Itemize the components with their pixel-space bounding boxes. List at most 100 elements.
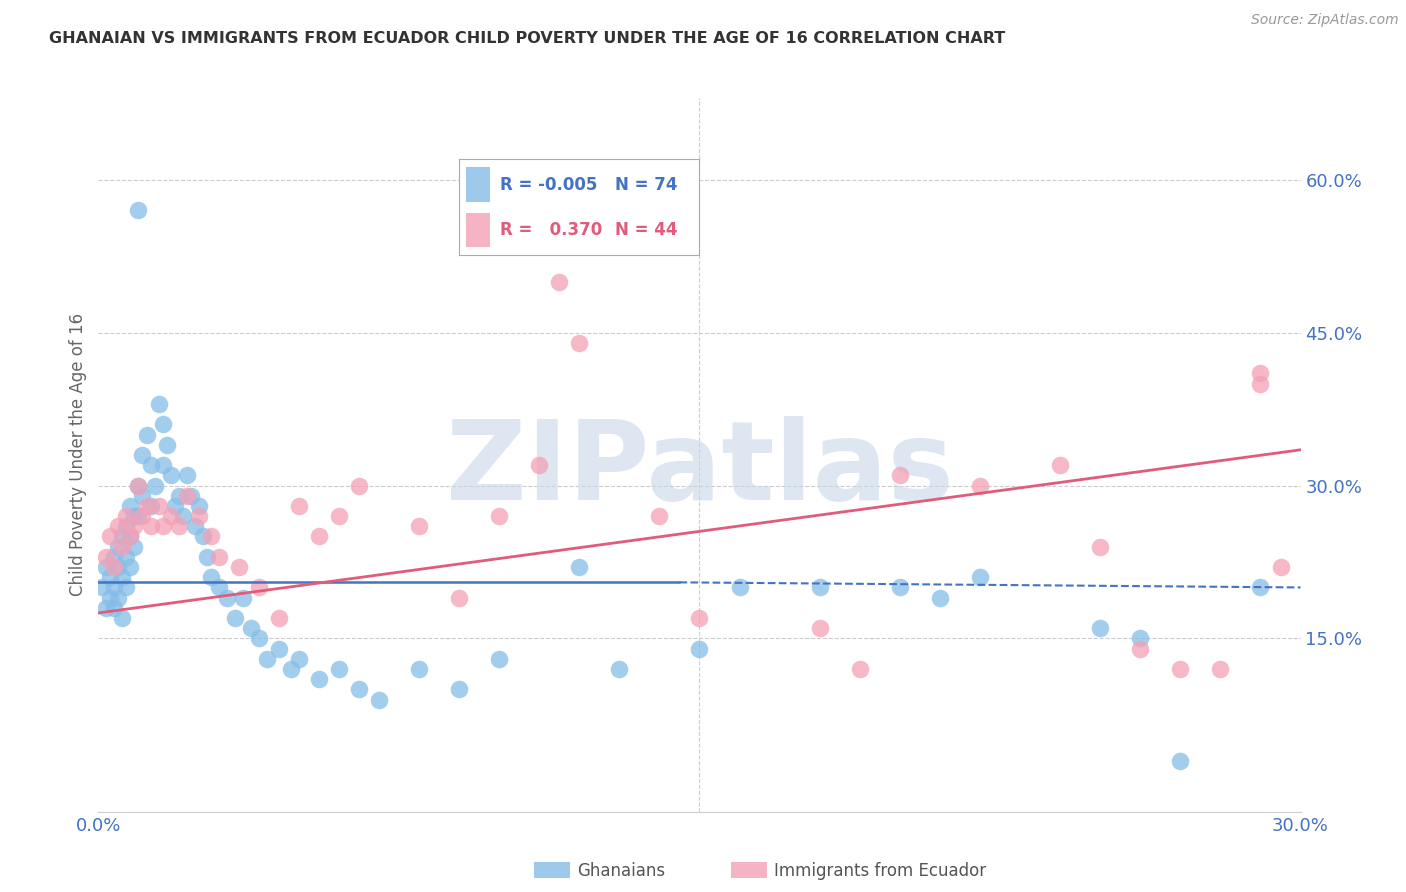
- Point: [347, 478, 370, 492]
- Point: [208, 581, 231, 595]
- Text: N = 44: N = 44: [616, 221, 678, 239]
- Point: [408, 519, 430, 533]
- Text: Immigrants from Ecuador: Immigrants from Ecuador: [773, 862, 986, 880]
- Point: [172, 509, 194, 524]
- Point: [1049, 458, 1071, 472]
- Point: [609, 662, 631, 676]
- Point: [143, 478, 166, 492]
- Point: [1250, 367, 1272, 381]
- Point: [328, 509, 350, 524]
- Point: [187, 509, 209, 524]
- Bar: [467, 168, 491, 202]
- Point: [256, 652, 278, 666]
- Point: [1088, 540, 1111, 554]
- Point: [111, 611, 134, 625]
- Point: [135, 427, 157, 442]
- Point: [328, 662, 350, 676]
- Point: [187, 499, 209, 513]
- Point: [929, 591, 952, 605]
- Point: [224, 611, 246, 625]
- Point: [849, 662, 872, 676]
- Point: [267, 641, 290, 656]
- Point: [139, 499, 162, 513]
- Point: [1250, 376, 1272, 391]
- Point: [308, 529, 330, 543]
- Point: [368, 692, 391, 706]
- Point: [115, 519, 138, 533]
- Point: [103, 581, 125, 595]
- Point: [96, 549, 118, 564]
- Point: [115, 509, 138, 524]
- Point: [1209, 662, 1232, 676]
- Point: [568, 335, 591, 350]
- Point: [128, 478, 150, 492]
- Point: [103, 600, 125, 615]
- Point: [163, 499, 186, 513]
- Point: [120, 529, 142, 543]
- Point: [208, 549, 231, 564]
- Point: [111, 540, 134, 554]
- Text: GHANAIAN VS IMMIGRANTS FROM ECUADOR CHILD POVERTY UNDER THE AGE OF 16 CORRELATIO: GHANAIAN VS IMMIGRANTS FROM ECUADOR CHIL…: [49, 31, 1005, 46]
- Point: [159, 468, 181, 483]
- Point: [148, 499, 170, 513]
- Point: [100, 570, 122, 584]
- Point: [447, 591, 470, 605]
- Point: [135, 499, 157, 513]
- Point: [232, 591, 254, 605]
- Point: [103, 560, 125, 574]
- Text: Source: ZipAtlas.com: Source: ZipAtlas.com: [1251, 13, 1399, 28]
- Y-axis label: Child Poverty Under the Age of 16: Child Poverty Under the Age of 16: [69, 313, 87, 597]
- Point: [128, 203, 150, 218]
- Point: [120, 560, 142, 574]
- Point: [120, 499, 142, 513]
- Point: [100, 591, 122, 605]
- Point: [115, 549, 138, 564]
- Point: [152, 458, 174, 472]
- Point: [347, 682, 370, 697]
- Point: [215, 591, 238, 605]
- Point: [200, 529, 222, 543]
- Point: [176, 468, 198, 483]
- Point: [1270, 560, 1292, 574]
- Point: [152, 519, 174, 533]
- Point: [115, 581, 138, 595]
- Point: [139, 458, 162, 472]
- Point: [889, 581, 911, 595]
- Point: [808, 581, 831, 595]
- Point: [124, 509, 146, 524]
- Point: [139, 519, 162, 533]
- Point: [1170, 662, 1192, 676]
- Point: [195, 549, 218, 564]
- Point: [103, 549, 125, 564]
- Text: N = 74: N = 74: [616, 176, 678, 194]
- Point: [128, 478, 150, 492]
- Point: [239, 621, 262, 635]
- Point: [889, 468, 911, 483]
- Point: [568, 560, 591, 574]
- Point: [529, 458, 551, 472]
- Point: [124, 519, 146, 533]
- Point: [155, 438, 177, 452]
- Point: [648, 509, 671, 524]
- Point: [111, 529, 134, 543]
- Point: [447, 682, 470, 697]
- Point: [228, 560, 250, 574]
- Point: [167, 489, 190, 503]
- Point: [100, 529, 122, 543]
- Point: [96, 560, 118, 574]
- Point: [969, 570, 991, 584]
- Point: [1250, 581, 1272, 595]
- Text: R =   0.370: R = 0.370: [501, 221, 602, 239]
- Point: [247, 581, 270, 595]
- Point: [808, 621, 831, 635]
- Bar: [467, 212, 491, 247]
- Point: [107, 560, 129, 574]
- Point: [408, 662, 430, 676]
- Point: [308, 672, 330, 686]
- Point: [183, 519, 205, 533]
- Point: [107, 591, 129, 605]
- Point: [131, 448, 153, 462]
- Point: [120, 529, 142, 543]
- Point: [488, 652, 510, 666]
- Point: [111, 570, 134, 584]
